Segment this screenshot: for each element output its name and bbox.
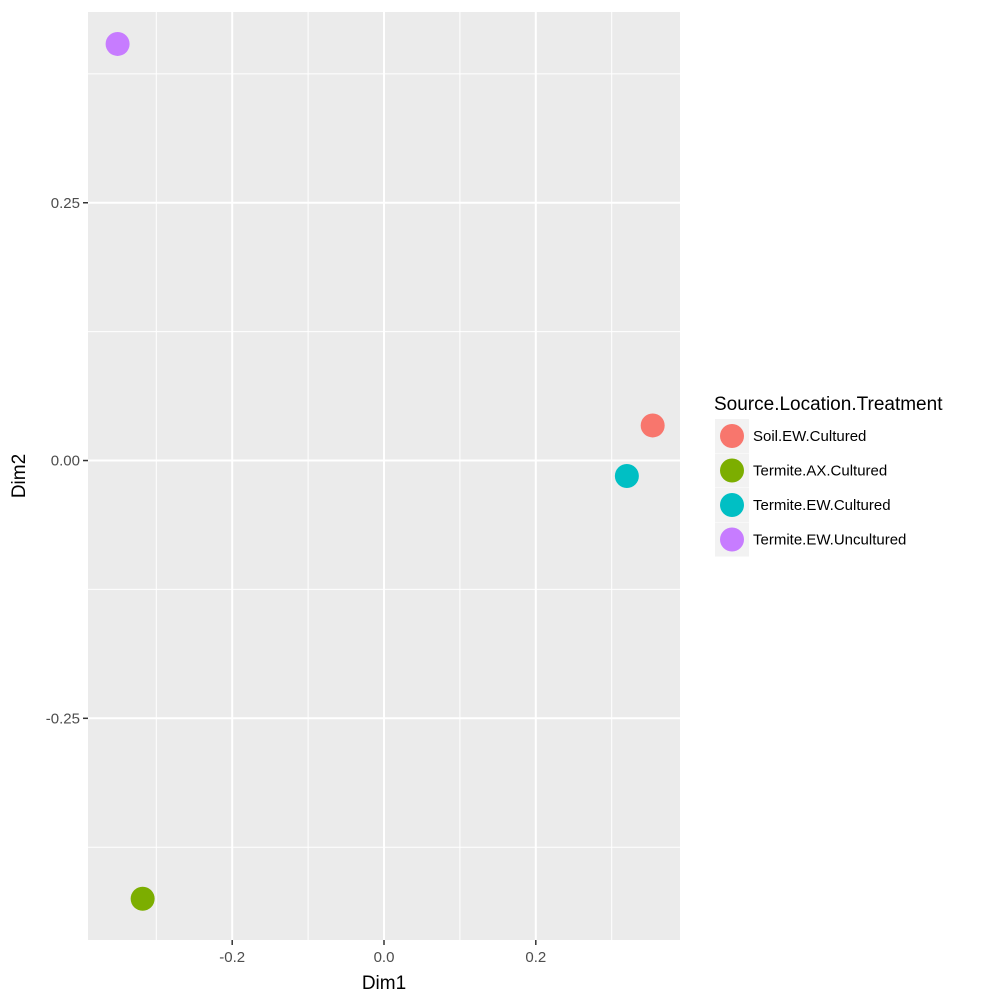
legend-key-dot: [720, 424, 744, 448]
legend-key-dot: [720, 527, 744, 552]
legend: Source.Location.Treatment Soil.EW.Cultur…: [714, 394, 943, 557]
legend-label: Soil.EW.Cultured: [753, 428, 866, 445]
legend-key-dot: [720, 493, 744, 517]
legend-item: Termite.EW.Cultured: [715, 488, 891, 522]
data-point: [130, 886, 155, 911]
legend-label: Termite.EW.Cultured: [753, 497, 891, 514]
y-tick-label: 0.25: [51, 195, 80, 212]
data-point: [614, 464, 639, 488]
legend-key-dot: [720, 458, 744, 483]
y-axis-title: Dim2: [9, 454, 30, 498]
legend-label: Termite.EW.Uncultured: [753, 532, 906, 549]
legend-label: Termite.AX.Cultured: [753, 463, 887, 480]
x-axis: -0.2 0.0 0.2: [219, 940, 546, 966]
legend-item: Termite.AX.Cultured: [715, 453, 887, 488]
y-axis: -0.25 0.00 0.25: [46, 195, 88, 727]
data-point: [105, 31, 130, 56]
x-axis-title: Dim1: [362, 973, 406, 994]
legend-item: Termite.EW.Uncultured: [715, 522, 906, 557]
y-tick-label: -0.25: [46, 710, 80, 727]
major-gridlines: [88, 12, 680, 940]
x-tick-label: 0.0: [374, 949, 395, 966]
data-point: [640, 413, 665, 438]
legend-title: Source.Location.Treatment: [714, 394, 943, 415]
x-tick-label: 0.2: [525, 949, 546, 966]
y-tick-label: 0.00: [51, 453, 80, 470]
legend-item: Soil.EW.Cultured: [715, 419, 866, 453]
x-tick-label: -0.2: [219, 949, 245, 966]
data-points: [105, 31, 665, 911]
legend-items: Soil.EW.Cultured Termite.AX.Cultured Termi…: [715, 419, 906, 557]
